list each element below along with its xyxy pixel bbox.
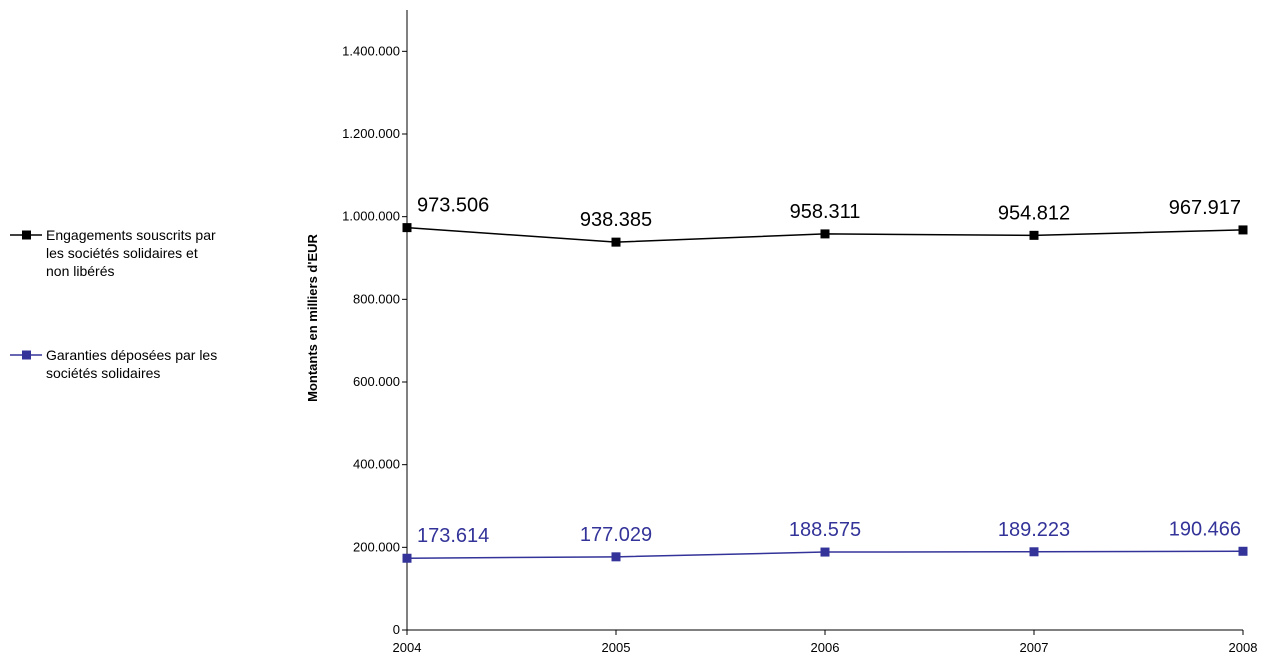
legend-marker [22,230,31,240]
legend: Engagements souscrits par les sociétés so… [10,227,217,381]
data-label: 190.466 [1169,518,1241,540]
data-label: 958.311 [790,201,861,223]
y-tick-label: 200.000 [353,539,400,554]
data-label: 177.029 [580,524,652,546]
y-tick-label: 1.400.000 [342,43,400,58]
data-label: 189.223 [998,519,1070,541]
y-tick-label: 0 [393,622,400,637]
y-axis-label: Montants en milliers d'EUR [305,233,320,401]
x-tick-label: 2007 [1020,640,1049,655]
legend-label: sociétés solidaires [46,365,160,381]
data-point [611,237,621,247]
data-point [1029,547,1039,557]
series-group: 973.506 938.385 958.311 954.812 967.917 173.6… [402,195,1248,563]
data-label: 938.385 [580,209,652,231]
series-1: 973.506 938.385 958.311 954.812 967.917 [402,195,1248,247]
data-label: 173.614 [417,525,489,547]
data-label: 954.812 [998,202,1070,224]
x-tick-label: 2008 [1229,640,1258,655]
y-tick-label: 800.000 [353,291,400,306]
y-axis-ticks: 0 200.000 400.000 600.000 800.000 1.000.000 1.… [342,43,407,637]
data-point [611,552,621,562]
data-label: 973.506 [417,195,489,217]
x-tick-label: 2004 [393,640,422,655]
x-axis-ticks: 2004 2005 2006 2007 2008 [393,630,1258,655]
data-point [1238,546,1248,556]
data-point [1029,230,1039,240]
legend-entry-2: Garanties déposées par les sociétés solid… [10,347,217,381]
y-tick-label: 600.000 [353,374,400,389]
data-point [820,547,830,557]
data-label: 967.917 [1169,197,1241,219]
y-tick-label: 1.200.000 [342,126,400,141]
x-tick-label: 2006 [811,640,840,655]
data-point [1238,225,1248,235]
legend-label: les sociétés solidaires et [46,245,198,261]
data-label: 188.575 [789,519,861,541]
data-point [402,223,412,233]
legend-label: Engagements souscrits par [46,227,216,243]
data-point [402,553,412,563]
y-tick-label: 1.000.000 [342,209,400,224]
y-tick-label: 400.000 [353,457,400,472]
legend-entry-1: Engagements souscrits par les sociétés so… [10,227,216,279]
data-point [820,229,830,239]
series-2: 173.614 177.029 188.575 189.223 190.466 [402,518,1248,563]
x-tick-label: 2005 [602,640,631,655]
legend-label: non libérés [46,263,115,279]
legend-label: Garanties déposées par les [46,347,217,363]
legend-marker [22,350,31,360]
